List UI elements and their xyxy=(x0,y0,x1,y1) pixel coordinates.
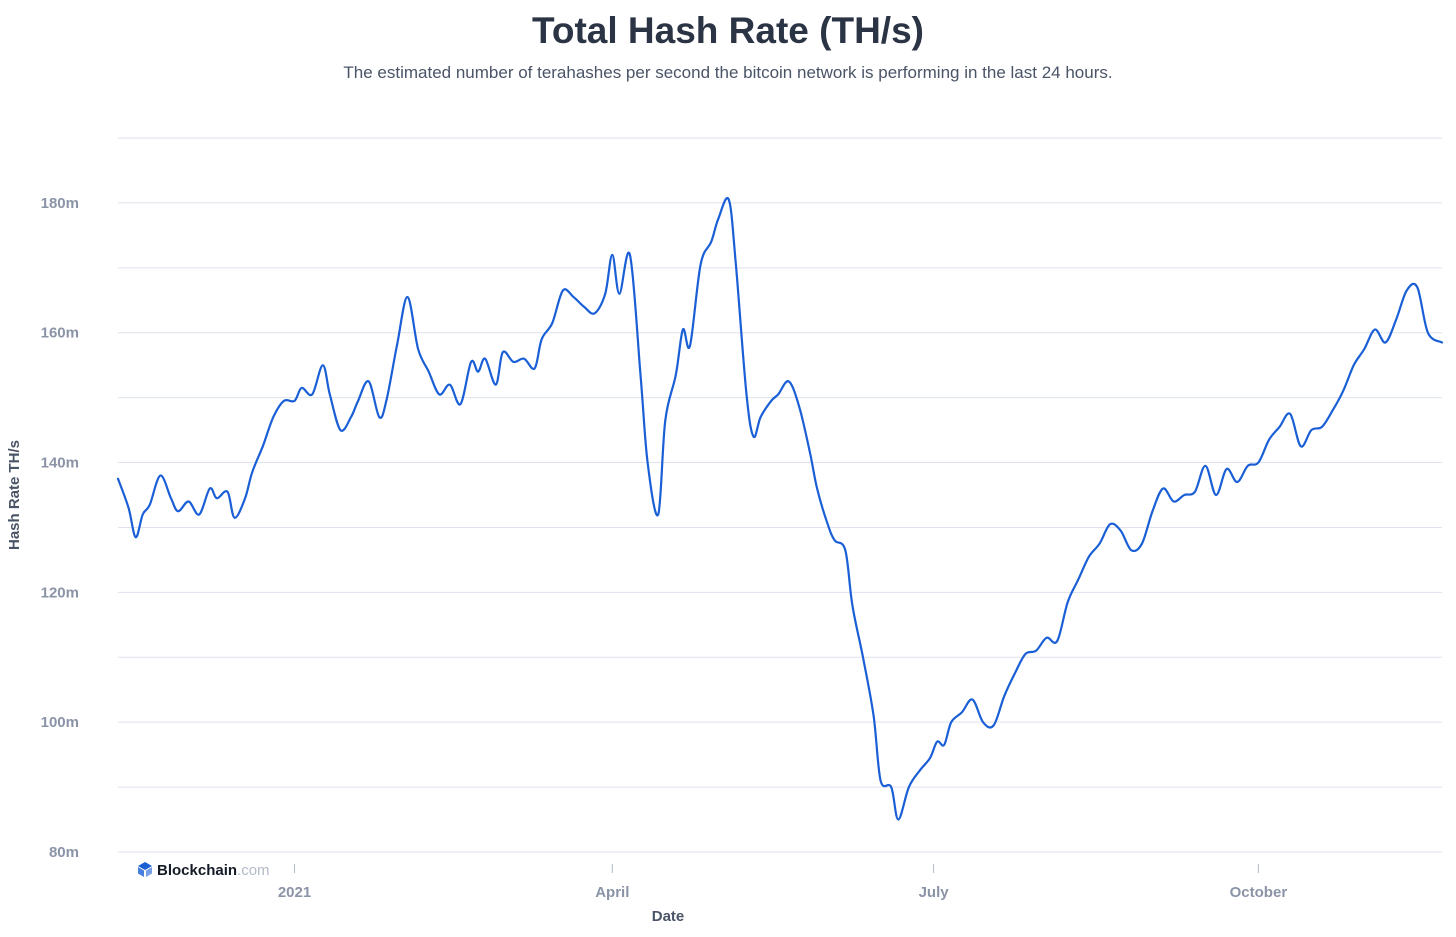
y-axis-title: Hash Rate TH/s xyxy=(6,440,23,550)
x-tick-label: October xyxy=(1230,884,1288,901)
y-tick-label: 120m xyxy=(41,584,79,601)
brand-name: Blockchain xyxy=(157,862,237,879)
chart-subtitle: The estimated number of terahashes per s… xyxy=(343,63,1113,82)
hash-rate-series-line xyxy=(116,196,1444,821)
chart-title: Total Hash Rate (TH/s) xyxy=(532,10,924,51)
y-tick-label: 140m xyxy=(41,455,79,472)
x-tick-label: July xyxy=(919,884,950,901)
brand-suffix: .com xyxy=(237,862,270,879)
x-tick-label: April xyxy=(595,884,629,901)
y-tick-label: 100m xyxy=(41,714,79,731)
x-axis-ticks: 2021 April July October xyxy=(278,864,1287,901)
x-tick-label: 2021 xyxy=(278,884,311,901)
x-axis-title: Date xyxy=(652,908,685,925)
svg-text:Blockchain.com: Blockchain.com xyxy=(157,862,270,879)
y-tick-label: 160m xyxy=(41,325,79,342)
y-tick-label: 180m xyxy=(41,195,79,212)
blockchain-brand: Blockchain.com xyxy=(138,862,270,879)
y-tick-label: 80m xyxy=(49,844,79,861)
blockchain-logo-icon xyxy=(138,862,152,877)
grid-lines xyxy=(118,137,1442,853)
y-axis-ticks: 80m 100m 120m 140m 160m 180m xyxy=(41,195,79,861)
